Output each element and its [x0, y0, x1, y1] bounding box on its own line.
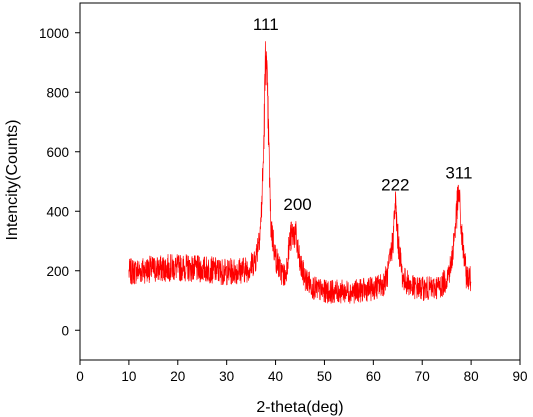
plot-area: [79, 2, 521, 361]
y-tick-label: 400: [46, 204, 69, 219]
x-tick-label: 0: [76, 369, 84, 384]
peak-label: 200: [283, 195, 311, 214]
y-tick-label: 800: [46, 85, 69, 100]
x-tick-label: 70: [415, 369, 430, 384]
x-tick-label: 90: [512, 369, 527, 384]
y-axis-title: Intencity(Counts): [4, 120, 21, 241]
peak-label: 111: [253, 15, 279, 34]
x-tick-label: 20: [170, 369, 185, 384]
peak-label: 311: [445, 164, 472, 183]
x-tick-label: 50: [317, 369, 332, 384]
ticks-layer: 0 10 20 30 40 50 60 70 80 90 0 200 400 600 800 1000: [39, 26, 528, 384]
x-tick-label: 30: [219, 369, 234, 384]
x-tick-label: 10: [121, 369, 136, 384]
y-tick-label: 0: [61, 323, 69, 338]
x-axis-title: 2-theta(deg): [256, 399, 343, 416]
y-tick-label: 200: [46, 264, 69, 279]
x-tick-label: 80: [464, 369, 479, 384]
plot-frame: [79, 2, 521, 361]
y-tick-label: 600: [46, 145, 69, 160]
series-line-layer: [128, 41, 472, 304]
series-line: [128, 41, 472, 304]
y-tick-label: 1000: [39, 26, 69, 41]
peak-label: 222: [381, 175, 409, 194]
x-tick-label: 40: [268, 369, 283, 384]
x-tick-label: 60: [366, 369, 381, 384]
annotations-layer: 111 200 222 311: [253, 15, 473, 214]
